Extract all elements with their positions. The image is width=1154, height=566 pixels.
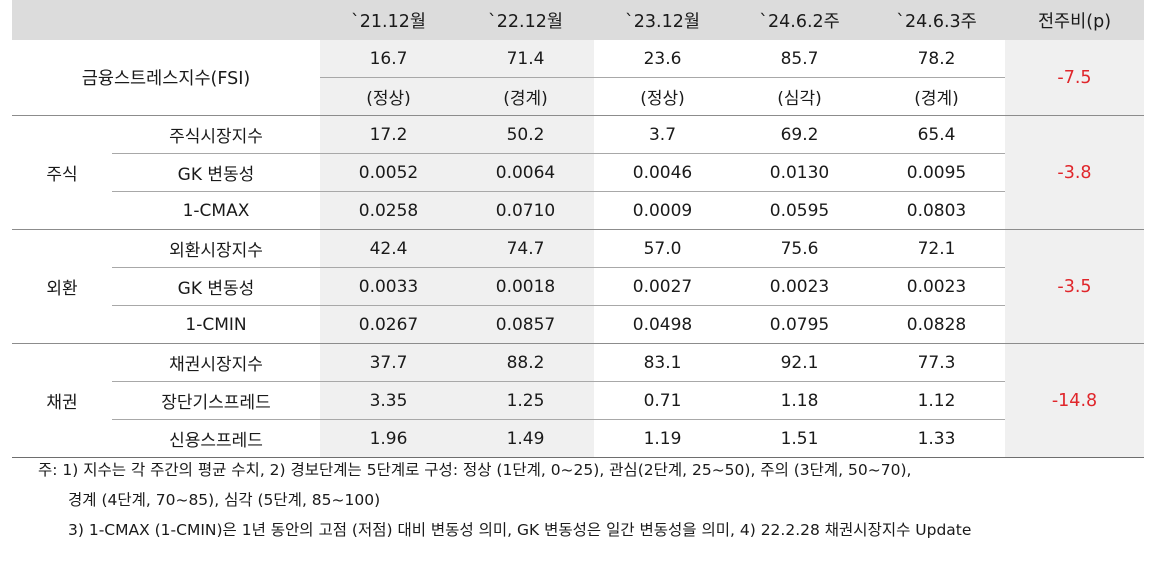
cell-value: 0.0710 — [457, 191, 594, 230]
fsi-value: 16.7 — [320, 40, 457, 78]
row-label: GK 변동성 — [112, 153, 320, 192]
table-row: 장단기스프레드 3.35 1.25 0.71 1.18 1.12 — [12, 381, 1144, 420]
table-row: 채권 채권시장지수 37.7 88.2 83.1 92.1 77.3 -14.8 — [12, 343, 1144, 458]
header-blank — [12, 0, 320, 40]
cell-value: 0.0052 — [320, 153, 457, 192]
fsi-value: 85.7 — [731, 40, 868, 78]
fsi-values-row: 금융스트레스지수(FSI) 16.7 71.4 23.6 85.7 78.2 -… — [12, 40, 1144, 116]
cell-value: 1.25 — [457, 381, 594, 420]
cell-value: 1.12 — [868, 381, 1005, 420]
cell-value: 92.1 — [731, 343, 868, 382]
cell-value: 0.71 — [594, 381, 731, 420]
footnote-line-1: 주: 1) 지수는 각 주간의 평균 수치, 2) 경보단계는 5단계로 구성:… — [38, 461, 912, 479]
row-label: 1-CMIN — [112, 305, 320, 344]
cell-value: 3.35 — [320, 381, 457, 420]
cell-value: 0.0023 — [868, 267, 1005, 306]
cell-value: 0.0795 — [731, 305, 868, 344]
fsi-label: 금융스트레스지수(FSI) — [12, 40, 320, 116]
table-row: 신용스프레드 1.96 1.49 1.19 1.51 1.33 — [12, 419, 1144, 458]
cell-value: 0.0023 — [731, 267, 868, 306]
table-row: GK 변동성 0.0052 0.0064 0.0046 0.0130 0.009… — [12, 153, 1144, 192]
cell-value: 1.96 — [320, 419, 457, 458]
table-row: 외환 외환시장지수 42.4 74.7 57.0 75.6 72.1 -3.5 — [12, 229, 1144, 344]
cell-value: 42.4 — [320, 229, 457, 268]
row-label: 외환시장지수 — [112, 229, 320, 268]
cell-value: 0.0857 — [457, 305, 594, 344]
cell-value: 0.0046 — [594, 153, 731, 192]
cell-value: 50.2 — [457, 115, 594, 154]
cell-value: 0.0130 — [731, 153, 868, 192]
footnotes: 주: 1) 지수는 각 주간의 평균 수치, 2) 경보단계는 5단계로 구성:… — [38, 455, 1140, 545]
fsi-stages-row: (정상) (경계) (정상) (심각) (경계) — [12, 77, 1144, 116]
cell-value: 74.7 — [457, 229, 594, 268]
cell-value: 1.33 — [868, 419, 1005, 458]
group-label-bond: 채권 — [12, 343, 112, 458]
cell-value: 0.0018 — [457, 267, 594, 306]
cell-value: 0.0498 — [594, 305, 731, 344]
row-label: GK 변동성 — [112, 267, 320, 306]
cell-value: 69.2 — [731, 115, 868, 154]
footnote-line-2: 경계 (4단계, 70~85), 심각 (5단계, 85~100) — [68, 491, 381, 509]
cell-value: 0.0828 — [868, 305, 1005, 344]
row-label: 장단기스프레드 — [112, 381, 320, 420]
table-row: 1-CMIN 0.0267 0.0857 0.0498 0.0795 0.082… — [12, 305, 1144, 344]
group-change-fx: -3.5 — [1005, 229, 1144, 344]
header-col-3: `23.12월 — [594, 0, 731, 40]
cell-value: 75.6 — [731, 229, 868, 268]
fsi-stage: (정상) — [320, 77, 457, 116]
fsi-value: 71.4 — [457, 40, 594, 78]
cell-value: 88.2 — [457, 343, 594, 382]
header-col-1: `21.12월 — [320, 0, 457, 40]
fsi-value: 23.6 — [594, 40, 731, 78]
footnote-line-3: 3) 1-CMAX (1-CMIN)은 1년 동안의 고점 (저점) 대비 변동… — [68, 521, 972, 539]
cell-value: 3.7 — [594, 115, 731, 154]
row-label: 채권시장지수 — [112, 343, 320, 382]
cell-value: 1.49 — [457, 419, 594, 458]
cell-value: 0.0095 — [868, 153, 1005, 192]
header-col-4: `24.6.2주 — [731, 0, 868, 40]
cell-value: 72.1 — [868, 229, 1005, 268]
cell-value: 1.51 — [731, 419, 868, 458]
group-label-stock: 주식 — [12, 115, 112, 230]
cell-value: 83.1 — [594, 343, 731, 382]
cell-value: 0.0027 — [594, 267, 731, 306]
fsi-stage: (정상) — [594, 77, 731, 116]
fsi-change: -7.5 — [1005, 40, 1144, 116]
header-col-2: `22.12월 — [457, 0, 594, 40]
cell-value: 77.3 — [868, 343, 1005, 382]
cell-value: 0.0595 — [731, 191, 868, 230]
cell-value: 0.0267 — [320, 305, 457, 344]
row-label: 1-CMAX — [112, 191, 320, 230]
group-label-fx: 외환 — [12, 229, 112, 344]
row-label: 신용스프레드 — [112, 419, 320, 458]
fsi-stage: (심각) — [731, 77, 868, 116]
table-row: 주식 주식시장지수 17.2 50.2 3.7 69.2 65.4 -3.8 — [12, 115, 1144, 230]
cell-value: 57.0 — [594, 229, 731, 268]
group-change-bond: -14.8 — [1005, 343, 1144, 458]
cell-value: 1.19 — [594, 419, 731, 458]
fsi-table: `21.12월 `22.12월 `23.12월 `24.6.2주 `24.6.3… — [12, 0, 1144, 458]
fsi-table-wrapper: `21.12월 `22.12월 `23.12월 `24.6.2주 `24.6.3… — [12, 0, 1144, 458]
fsi-stage: (경계) — [457, 77, 594, 116]
header-col-5: `24.6.3주 — [868, 0, 1005, 40]
cell-value: 0.0258 — [320, 191, 457, 230]
cell-value: 0.0803 — [868, 191, 1005, 230]
fsi-stage: (경계) — [868, 77, 1005, 116]
cell-value: 0.0009 — [594, 191, 731, 230]
fsi-value: 78.2 — [868, 40, 1005, 78]
group-change-stock: -3.8 — [1005, 115, 1144, 230]
table-row: 1-CMAX 0.0258 0.0710 0.0009 0.0595 0.080… — [12, 191, 1144, 230]
cell-value: 65.4 — [868, 115, 1005, 154]
cell-value: 0.0064 — [457, 153, 594, 192]
header-col-change: 전주비(p) — [1005, 0, 1144, 40]
table-row: GK 변동성 0.0033 0.0018 0.0027 0.0023 0.002… — [12, 267, 1144, 306]
cell-value: 1.18 — [731, 381, 868, 420]
cell-value: 37.7 — [320, 343, 457, 382]
cell-value: 17.2 — [320, 115, 457, 154]
cell-value: 0.0033 — [320, 267, 457, 306]
header-row: `21.12월 `22.12월 `23.12월 `24.6.2주 `24.6.3… — [12, 0, 1144, 40]
row-label: 주식시장지수 — [112, 115, 320, 154]
